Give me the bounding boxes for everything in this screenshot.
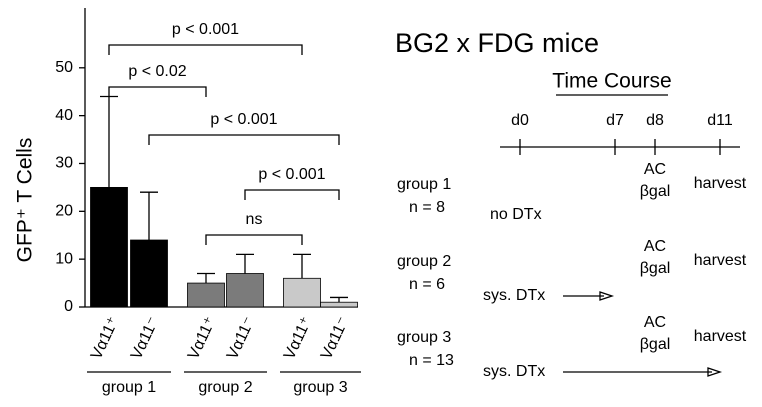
x-tick-label: Vα11⁻ [224, 314, 258, 362]
error-bar [236, 253, 254, 274]
group-n: n = 13 [409, 352, 454, 369]
ac-label: AC [644, 161, 666, 178]
ac-label: AC [644, 238, 666, 255]
x-tick-label: Vα11⁺ [185, 314, 219, 362]
harvest-label: harvest [694, 252, 747, 269]
ac-label: AC [644, 314, 666, 331]
bar [320, 301, 358, 308]
y-tick-label: 30 [55, 155, 73, 172]
y-tick-label: 10 [55, 250, 73, 267]
group-label: group 2 [198, 379, 252, 396]
error-bar [330, 296, 348, 303]
error-bar [197, 272, 215, 284]
significance-label: p < 0.02 [128, 63, 186, 80]
y-tick-label: 20 [55, 203, 73, 220]
treatment-label: no DTx [490, 206, 542, 223]
bar [187, 282, 225, 308]
significance-label: p < 0.001 [172, 21, 239, 38]
y-tick-label: 50 [55, 59, 73, 76]
significance-bracket [108, 44, 303, 55]
timeline-day: d8 [646, 112, 664, 129]
harvest-label: harvest [694, 175, 747, 192]
y-axis-label: GFP⁺ T Cells [14, 138, 37, 263]
significance-bracket [205, 234, 303, 245]
treatment-label: sys. DTx [483, 363, 545, 380]
bgal-label: βgal [640, 183, 671, 200]
group-n: n = 8 [409, 199, 445, 216]
y-tick-label: 40 [55, 107, 73, 124]
group-name: group 1 [397, 176, 451, 193]
timeline-day: d7 [606, 112, 624, 129]
timeline-title: BG2 x FDG mice [395, 28, 599, 58]
harvest-label: harvest [694, 328, 747, 345]
significance-bracket [148, 134, 340, 145]
significance-bracket [108, 86, 207, 97]
arrow-head [707, 367, 723, 377]
x-tick-label: Vα11⁺ [281, 314, 315, 362]
significance-label: p < 0.001 [210, 111, 277, 128]
x-tick-label: Vα11⁻ [128, 314, 162, 362]
significance-label: ns [246, 211, 263, 228]
timeline-day: d11 [707, 112, 733, 129]
x-tick-label: Vα11⁺ [88, 314, 122, 362]
error-bar [293, 253, 311, 279]
bar [283, 277, 321, 308]
y-tick-label: 0 [64, 298, 73, 315]
group-label: group 3 [293, 379, 347, 396]
significance-bracket [244, 189, 340, 200]
x-tick-label: Vα11⁻ [318, 314, 352, 362]
bar [130, 239, 168, 308]
timeline-day: d0 [511, 112, 529, 129]
timeline-subtitle: Time Course [552, 70, 671, 93]
bar [226, 273, 264, 308]
bgal-label: βgal [640, 336, 671, 353]
error-bar [100, 95, 118, 188]
significance-label: p < 0.001 [258, 166, 325, 183]
group-n: n = 6 [409, 276, 445, 293]
group-name: group 3 [397, 329, 451, 346]
treatment-label: sys. DTx [483, 287, 545, 304]
group-name: group 2 [397, 253, 451, 270]
bar [90, 186, 128, 308]
group-label: group 1 [102, 379, 156, 396]
arrow-head [599, 291, 615, 301]
bgal-label: βgal [640, 260, 671, 277]
error-bar [140, 191, 158, 241]
